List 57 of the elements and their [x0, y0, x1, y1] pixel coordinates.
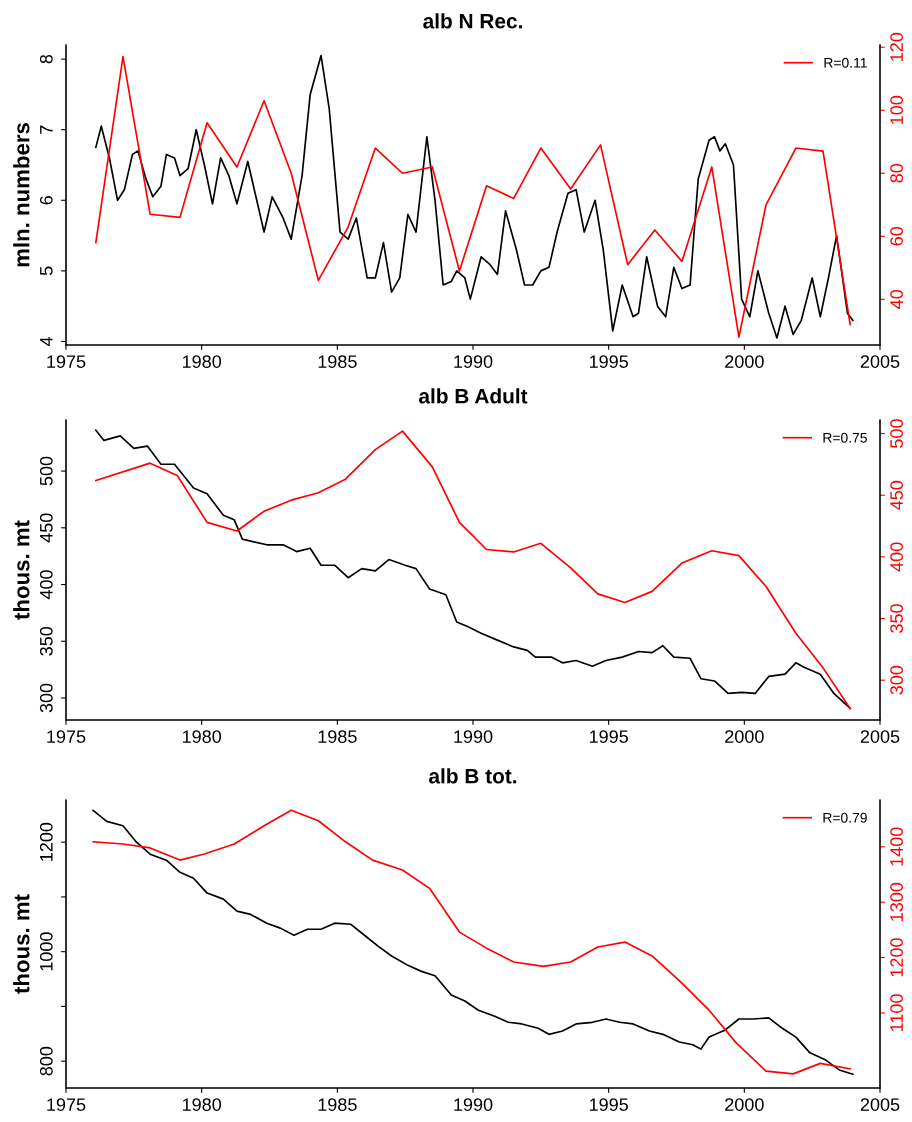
y2-tick-label: 1400 — [890, 827, 903, 866]
chart-title: alb B tot. — [429, 768, 517, 784]
y2-tick-label: 80 — [890, 163, 903, 183]
y-tick-label: 1000 — [39, 932, 53, 971]
y-tick-label: 4 — [40, 336, 53, 347]
y2-tick-label: 60 — [890, 226, 903, 246]
y-tick-label: 8 — [39, 54, 53, 64]
x-tick-label: 1985 — [318, 730, 357, 743]
y-tick-label: 7 — [40, 125, 53, 134]
x-tick-label: 1975 — [47, 355, 86, 368]
y2-tick-label: 1100 — [890, 994, 903, 1031]
y2-tick-label: 300 — [890, 665, 903, 695]
x-tick-label: 2005 — [860, 355, 900, 368]
chart-title: alb N Rec. — [423, 13, 522, 29]
legend-label: R=0.75 — [823, 432, 867, 443]
y-tick-label: 800 — [39, 1046, 53, 1076]
x-tick-label: 1980 — [182, 355, 222, 368]
y-tick-label: 500 — [39, 456, 53, 486]
y2-tick-label: 1300 — [890, 882, 903, 921]
y-tick-label: 350 — [39, 626, 53, 656]
y-tick-label: 450 — [39, 513, 53, 543]
y-tick-label: 400 — [39, 570, 53, 600]
y2-tick-label: 450 — [890, 480, 903, 510]
x-tick-label: 2000 — [725, 355, 764, 368]
y2-tick-label: 100 — [890, 95, 903, 124]
x-tick-label: 1990 — [454, 1098, 493, 1111]
y-tick-label: 1200 — [39, 822, 53, 861]
y-axis-title: thous. mt — [13, 894, 30, 994]
y2-tick-label: 1200 — [890, 938, 903, 977]
x-tick-label: 2005 — [860, 1098, 900, 1111]
x-tick-label: 1995 — [589, 730, 628, 743]
x-tick-label: 2000 — [725, 730, 764, 743]
x-tick-label: 1990 — [454, 730, 493, 743]
x-tick-label: 1990 — [454, 355, 493, 368]
x-tick-label: 1985 — [318, 1098, 357, 1111]
y-tick-label: 5 — [40, 266, 53, 276]
y-tick-label: 300 — [39, 683, 53, 713]
y-tick-label: 6 — [39, 196, 53, 205]
y2-tick-label: 120 — [890, 32, 903, 61]
x-tick-label: 1995 — [589, 1098, 628, 1111]
y2-tick-label: 500 — [890, 419, 903, 448]
x-tick-label: 1980 — [182, 730, 222, 743]
y2-tick-label: 400 — [890, 542, 903, 572]
x-tick-label: 2005 — [860, 730, 900, 743]
legend-label: R=0.11 — [824, 57, 867, 68]
x-tick-label: 1985 — [318, 355, 357, 368]
y-axis-title: mln. numbers — [13, 123, 30, 267]
chart-title: alb B Adult — [419, 388, 528, 404]
y2-tick-label: 40 — [890, 289, 903, 309]
legend-label: R=0.79 — [823, 812, 867, 823]
x-tick-label: 1995 — [589, 355, 628, 368]
x-tick-label: 2000 — [725, 1098, 764, 1111]
x-tick-label: 1975 — [47, 730, 86, 743]
x-tick-label: 1975 — [47, 1098, 86, 1111]
x-tick-label: 1980 — [182, 1098, 222, 1111]
y-axis-title: thous. mt — [13, 520, 30, 620]
y2-tick-label: 350 — [890, 604, 903, 633]
